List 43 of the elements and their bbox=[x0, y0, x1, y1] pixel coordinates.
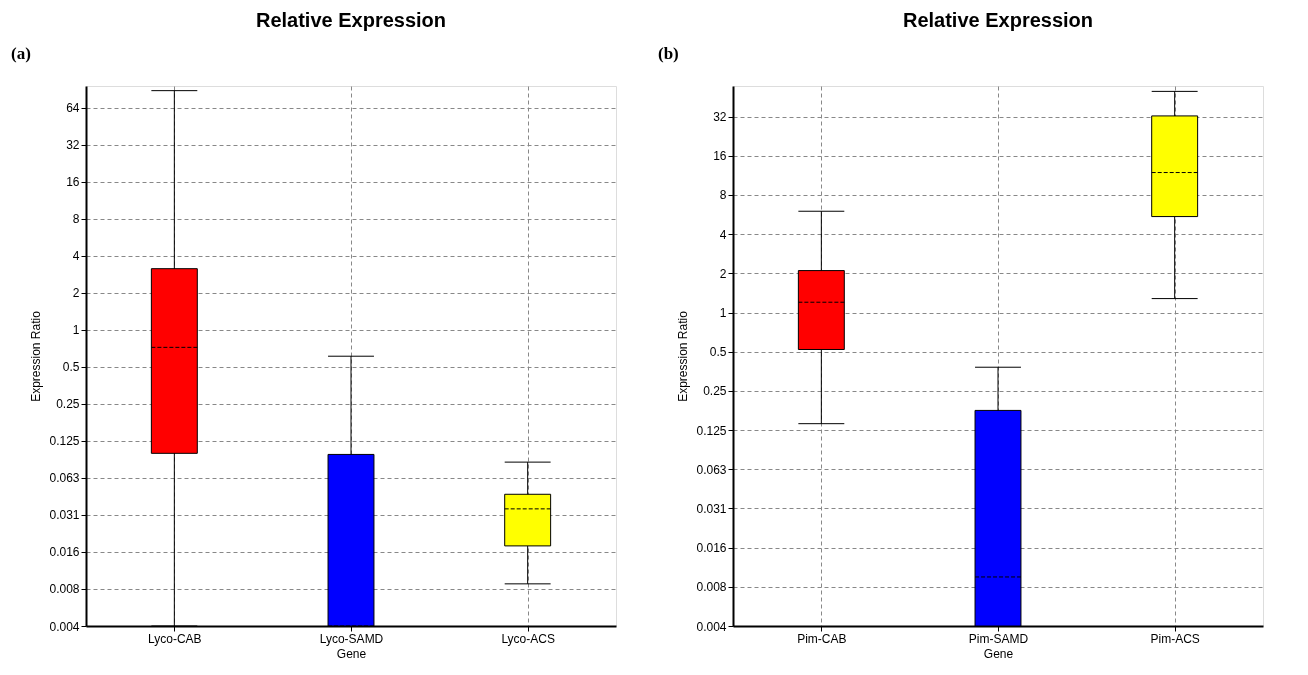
y-tick-label: 0.008 bbox=[696, 580, 727, 595]
y-tick-label: 32 bbox=[713, 110, 727, 125]
y-tick-label: 0.031 bbox=[49, 508, 80, 523]
text: (a) bbox=[11, 44, 31, 63]
y-tick-label: 0.004 bbox=[696, 619, 727, 634]
x-axis-title: Gene bbox=[336, 646, 367, 661]
y-tick-label: 0.5 bbox=[62, 360, 80, 375]
y-tick-label: 4 bbox=[72, 249, 80, 264]
y-tick-label: 0.063 bbox=[696, 462, 727, 477]
y-tick-label: 2 bbox=[72, 286, 80, 301]
y-tick-label: 0.016 bbox=[49, 545, 80, 560]
y-tick-label: 0.25 bbox=[703, 384, 727, 399]
y-tick-label: 1 bbox=[719, 306, 727, 321]
y-tick-label: 1 bbox=[72, 323, 80, 338]
y-axis-title: Expression Ratio bbox=[676, 310, 691, 402]
y-tick-label: 0.5 bbox=[709, 345, 727, 360]
y-tick-label: 4 bbox=[719, 227, 727, 242]
y-axis-title: Expression Ratio bbox=[29, 310, 44, 402]
y-tick-label: 16 bbox=[66, 175, 80, 190]
y-tick-label: 64 bbox=[66, 101, 80, 116]
chart-title: Relative Expression bbox=[255, 9, 447, 31]
x-tick-label: Lyco-CAB bbox=[148, 631, 202, 646]
y-tick-label: 0.031 bbox=[696, 501, 727, 516]
x-tick-label: Pim-ACS bbox=[1150, 631, 1200, 646]
y-tick-label: 2 bbox=[719, 266, 727, 281]
y-tick-label: 0.063 bbox=[49, 471, 80, 486]
chart-title: Relative Expression bbox=[902, 9, 1094, 31]
text: (b) bbox=[658, 44, 679, 63]
x-tick-label: Pim-SAMD bbox=[968, 631, 1029, 646]
y-tick-label: 0.016 bbox=[696, 541, 727, 556]
y-tick-label: 32 bbox=[66, 138, 80, 153]
y-tick-label: 8 bbox=[719, 188, 727, 203]
y-tick-label: 16 bbox=[713, 149, 727, 164]
y-tick-label: 0.008 bbox=[49, 582, 80, 597]
y-tick-label: 8 bbox=[72, 212, 80, 227]
x-axis-title: Gene bbox=[983, 646, 1014, 661]
x-tick-label: Pim-CAB bbox=[797, 631, 847, 646]
x-tick-label: Lyco-ACS bbox=[501, 631, 555, 646]
x-tick-label: Lyco-SAMD bbox=[319, 631, 384, 646]
y-tick-label: 0.25 bbox=[56, 397, 80, 412]
y-tick-label: 0.125 bbox=[696, 423, 727, 438]
y-tick-label: 0.125 bbox=[49, 434, 80, 449]
y-tick-label: 0.004 bbox=[49, 619, 80, 634]
